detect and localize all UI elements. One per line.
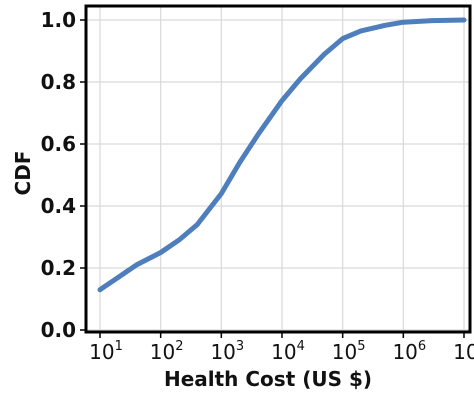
y-tick-label: 0.0: [41, 318, 76, 342]
y-tick-label: 0.8: [41, 70, 76, 94]
y-axis-ticks: 0.0 0.2 0.4 0.6 0.8 1.0: [41, 8, 86, 342]
plot-frame: [84, 4, 472, 334]
y-tick-label: 0.4: [41, 194, 76, 218]
y-tick-label: 0.2: [41, 256, 76, 280]
x-tick-label: 106: [392, 339, 426, 364]
x-tick-label: 101: [89, 339, 123, 364]
x-tick-label: 107: [453, 339, 474, 364]
cdf-line: [97, 17, 467, 293]
x-tick-label: 105: [332, 339, 366, 364]
y-tick-label: 0.6: [41, 132, 76, 156]
x-tick-label: 104: [271, 339, 305, 364]
grid: [86, 6, 470, 332]
x-axis-title: Health Cost (US $): [164, 367, 372, 391]
y-tick-label: 1.0: [41, 8, 76, 32]
x-axis-ticks: 101 102 103 104 105 106 107: [89, 332, 474, 364]
x-tick-label: 102: [150, 339, 184, 364]
y-axis-title: CDF: [11, 151, 35, 196]
series-layer: [97, 17, 467, 293]
x-tick-label: 103: [210, 339, 244, 364]
